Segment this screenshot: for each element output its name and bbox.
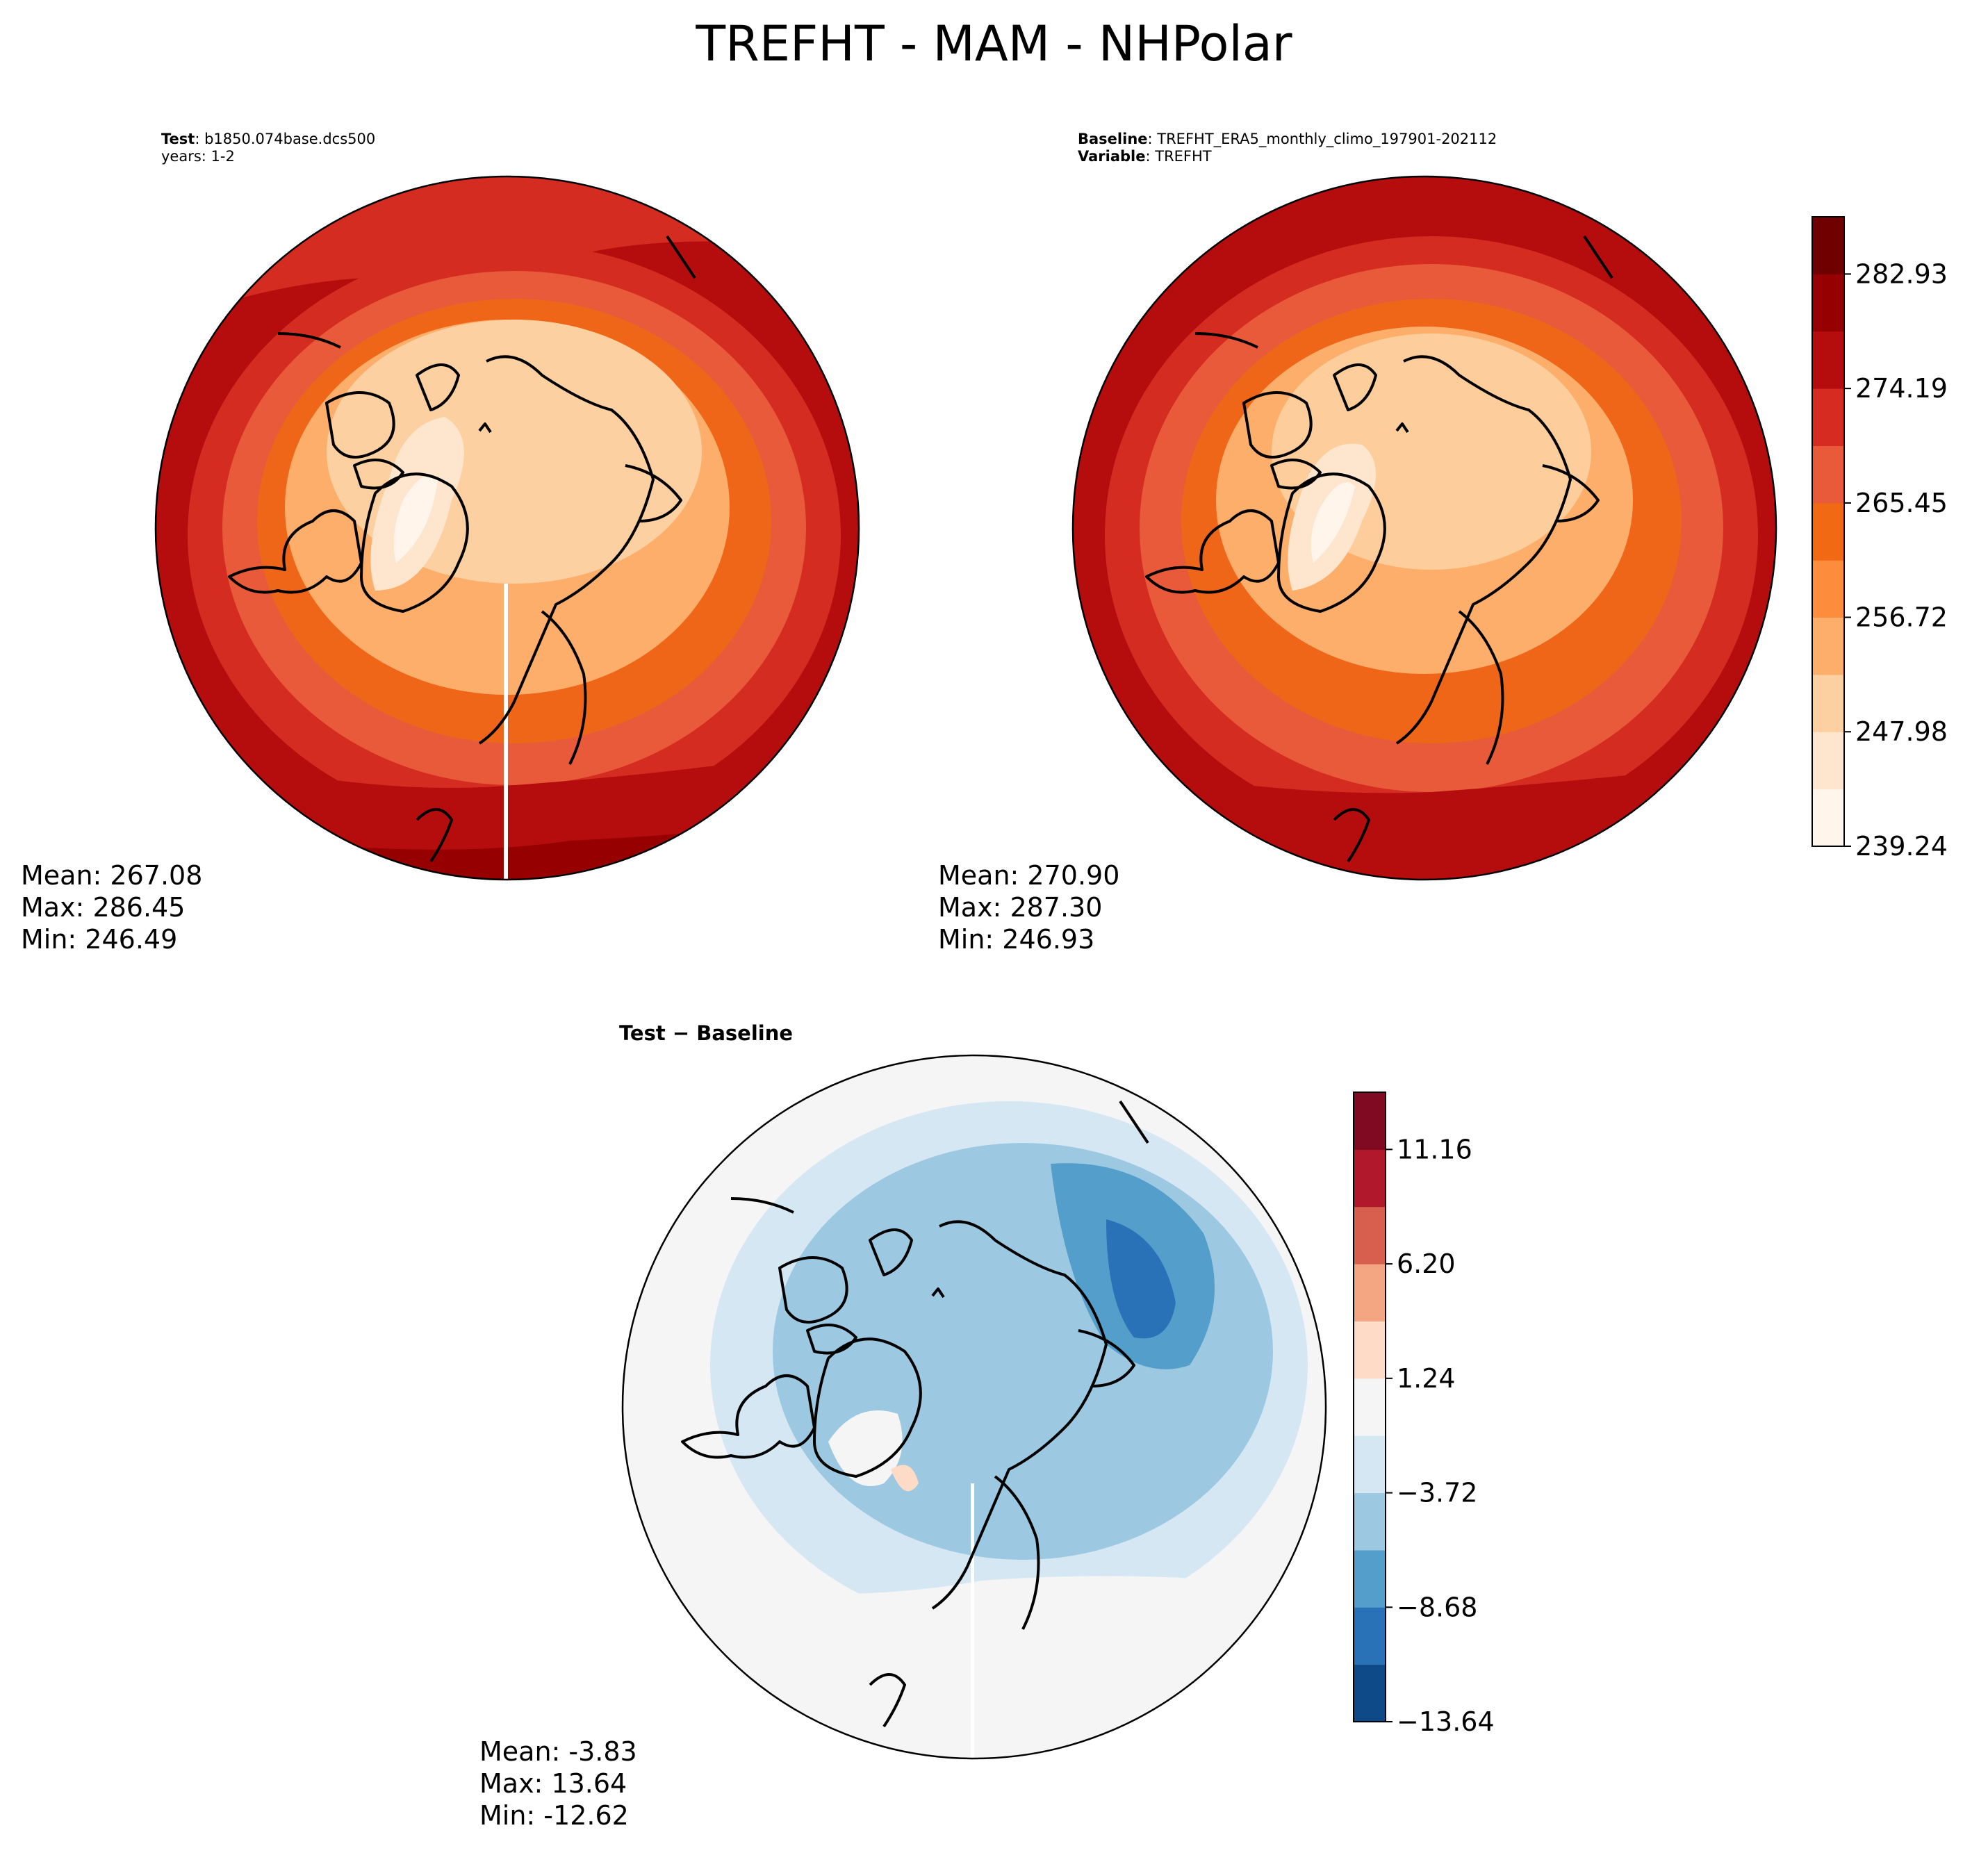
baseline-map-border — [1071, 175, 1777, 881]
baseline-label-value: : TREFHT_ERA5_monthly_climo_197901-20211… — [1147, 131, 1497, 147]
diff-band-4 — [1106, 1219, 1176, 1339]
diff-max: Max: 13.64 — [479, 1768, 627, 1799]
diff-colorbar-swatch — [1354, 1378, 1386, 1436]
baseline-colorbar-tick-label: 274.19 — [1855, 373, 1948, 404]
diff-colorbar-swatch — [1354, 1321, 1386, 1379]
baseline-mean: Mean: 270.90 — [938, 860, 1120, 891]
baseline-colorbar-swatch — [1812, 331, 1844, 389]
diff-colorbar-swatch — [1354, 1149, 1386, 1208]
test-map — [154, 175, 860, 881]
baseline-colorbar-swatch — [1812, 789, 1844, 847]
diff-colorbar-swatch — [1354, 1549, 1386, 1608]
baseline-greenland-core — [1311, 482, 1355, 563]
diff-seam-line — [971, 1483, 974, 1759]
diff-colorbar-tick-label: −3.72 — [1397, 1478, 1477, 1508]
diff-colorbar-frame — [1353, 1092, 1386, 1722]
diff-colorbar-swatch — [1354, 1664, 1386, 1722]
baseline-colorbar-swatch — [1812, 388, 1844, 446]
test-map-border — [154, 175, 860, 881]
test-years: years: 1-2 — [161, 148, 235, 165]
diff-colorbar-swatch — [1354, 1607, 1386, 1665]
diff-map-border — [621, 1054, 1327, 1760]
baseline-variable-value: : TREFHT — [1145, 148, 1212, 165]
test-stats: Mean: 267.08 Max: 286.45 Min: 246.49 — [21, 859, 202, 955]
baseline-colorbar-tick-label: 239.24 — [1855, 831, 1948, 862]
test-seam-line — [504, 584, 508, 880]
figure-title: TREFHT - MAM - NHPolar — [696, 15, 1292, 72]
baseline-colorbar-swatch — [1812, 732, 1844, 790]
baseline-map — [1071, 175, 1777, 881]
diff-colorbar-swatch — [1354, 1092, 1386, 1150]
baseline-colorbar-tick-label: 247.98 — [1855, 716, 1948, 747]
test-mean: Mean: 267.08 — [21, 860, 203, 891]
baseline-variable-bold: Variable — [1078, 148, 1146, 165]
test-max: Max: 286.45 — [21, 892, 186, 923]
diff-colorbar-tick-label: 6.20 — [1397, 1249, 1456, 1279]
diff-colorbar-swatch — [1354, 1206, 1386, 1265]
diff-min: Min: -12.62 — [479, 1800, 629, 1831]
diff-panel-title: Test − Baseline — [619, 1021, 794, 1045]
diff-colorbar-tick-label: −13.64 — [1397, 1706, 1495, 1737]
baseline-label-bold: Baseline — [1078, 131, 1148, 147]
diff-colorbar-swatch — [1354, 1264, 1386, 1321]
test-label-value: : b1850.074base.dcs500 — [195, 131, 376, 147]
baseline-colorbar-swatch — [1812, 274, 1844, 332]
diff-colorbar-swatch — [1354, 1492, 1386, 1551]
baseline-coastlines — [1145, 235, 1613, 863]
test-greenland-core — [393, 475, 438, 563]
diff-colorbar: −13.64 −8.68 −3.72 1.24 6.20 11.16 — [1353, 1092, 1495, 1737]
diff-coastlines — [681, 1100, 1149, 1728]
baseline-colorbar-frame — [1812, 216, 1845, 847]
test-label-bold: Test — [161, 131, 195, 147]
test-min: Min: 246.49 — [21, 924, 178, 955]
baseline-stats: Mean: 270.90 Max: 287.30 Min: 246.93 — [938, 859, 1119, 955]
baseline-max: Max: 287.30 — [938, 892, 1103, 923]
baseline-colorbar: 239.24 247.98 256.72 265.45 274.19 282.93 — [1812, 216, 1948, 862]
diff-colorbar-tick-label: 11.16 — [1397, 1134, 1472, 1164]
diff-colorbar-tick-label: 1.24 — [1397, 1363, 1456, 1394]
baseline-colorbar-tick-label: 256.72 — [1855, 602, 1948, 632]
diff-map — [621, 1054, 1327, 1760]
baseline-colorbar-tick-label: 265.45 — [1855, 488, 1948, 518]
baseline-colorbar-swatch — [1812, 674, 1844, 732]
baseline-colorbar-tick-label: 282.93 — [1855, 258, 1948, 289]
baseline-colorbar-swatch — [1812, 560, 1844, 618]
baseline-case-label: Baseline: TREFHT_ERA5_monthly_climo_1979… — [1078, 131, 1497, 165]
test-case-label: Test: b1850.074base.dcs500 years: 1-2 — [161, 131, 375, 165]
baseline-colorbar-swatch — [1812, 502, 1844, 561]
diff-greenland-warm — [891, 1465, 919, 1492]
baseline-colorbar-swatch — [1812, 445, 1844, 504]
diff-stats: Mean: -3.83 Max: 13.64 Min: -12.62 — [479, 1736, 637, 1831]
baseline-colorbar-swatch — [1812, 617, 1844, 675]
baseline-min: Min: 246.93 — [938, 924, 1095, 955]
test-coastlines — [228, 235, 696, 863]
diff-colorbar-tick-label: −8.68 — [1397, 1592, 1477, 1622]
diff-mean: Mean: -3.83 — [479, 1736, 637, 1767]
baseline-colorbar-swatch — [1812, 217, 1844, 274]
diff-greenland-neutral — [828, 1410, 903, 1486]
diff-colorbar-swatch — [1354, 1435, 1386, 1494]
